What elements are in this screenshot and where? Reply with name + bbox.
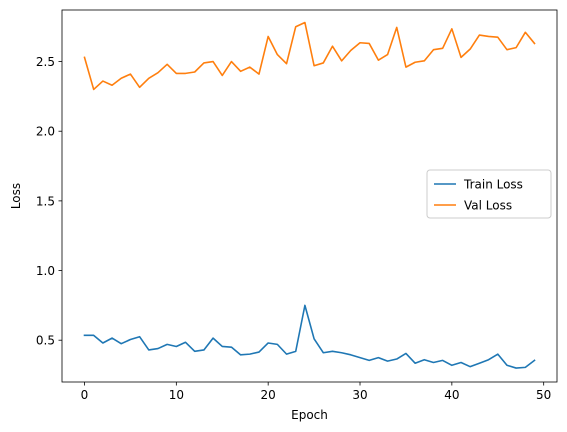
y-tick-label: 2.0 [36, 125, 55, 139]
series-line-train-loss [83, 304, 536, 369]
axis-ticks: 0 10 20 30 40 50 0.5 1.0 1.5 2.0 2.5 [36, 55, 551, 402]
legend-box [426, 169, 552, 219]
x-tick-label: 0 [81, 388, 89, 402]
y-tick-label: 1.0 [36, 264, 55, 278]
legend: Train Loss Val Loss [426, 169, 552, 219]
legend-label-val-loss: Val Loss [464, 199, 512, 213]
y-tick-label: 1.5 [36, 194, 55, 208]
axes-frame [61, 9, 558, 383]
x-tick-label: 30 [352, 388, 367, 402]
x-axis-label: Epoch [291, 408, 328, 422]
x-tick-label: 10 [169, 388, 184, 402]
series-line-val-loss [83, 21, 536, 91]
y-axis-label: Loss [9, 183, 23, 209]
legend-label-train-loss: Train Loss [463, 178, 523, 192]
x-tick-label: 50 [536, 388, 551, 402]
y-tick-label: 0.5 [36, 334, 55, 348]
y-tick-label: 2.5 [36, 55, 55, 69]
x-tick-label: 40 [444, 388, 459, 402]
plot-area [83, 21, 536, 369]
x-tick-label: 20 [261, 388, 276, 402]
